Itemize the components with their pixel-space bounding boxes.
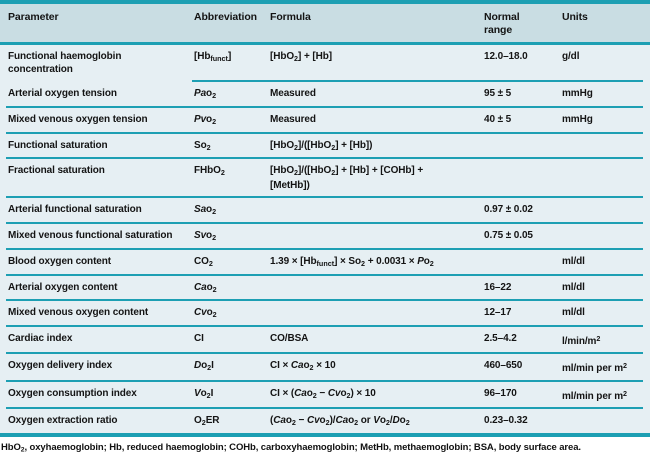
row-separator-rule — [6, 273, 643, 276]
units-cell: ml/dl — [562, 281, 585, 293]
row-separator-rule — [6, 379, 643, 382]
parameter-cell: Oxygen delivery index — [8, 360, 113, 372]
row-separator-rule — [6, 406, 643, 409]
parameter-cell: Arterial functional saturation — [8, 204, 142, 216]
row-separator-rule — [6, 247, 643, 250]
table-row: Oxygen extraction ratio O2ER (Cao2 − Cvo… — [0, 409, 650, 433]
normal-range-cell: 460–650 — [484, 360, 523, 372]
formula-cell: 1.39 × [Hbfunct] × So2 + 0.0031 × Po2 — [270, 255, 434, 268]
parameter-cell: Functional saturation — [8, 139, 108, 151]
normal-range-cell: 0.97 ± 0.02 — [484, 204, 533, 216]
abbreviation-cell: Pvo2 — [194, 113, 217, 126]
parameter-cell: Oxygen consumption index — [8, 387, 137, 399]
table-body: Functional haemoglobin concentration [Hb… — [0, 45, 650, 433]
normal-range-cell: 95 ± 5 — [484, 88, 512, 99]
table-row: Mixed venous functional saturation Svo2 … — [0, 224, 650, 248]
row-separator-rule — [6, 196, 643, 199]
parameter-cell: Mixed venous oxygen tension — [8, 113, 148, 125]
parameter-cell: Fractional saturation — [8, 165, 105, 177]
abbreviation-cell: Cao2 — [194, 281, 217, 294]
units-cell: mmHg — [562, 88, 593, 99]
table-row: Arterial functional saturation Sao2 0.97… — [0, 198, 650, 222]
parameter-cell: Arterial oxygen tension — [8, 88, 117, 99]
parameter-cell: Functional haemoglobin concentration — [8, 51, 122, 75]
table-row: Oxygen consumption index Vo2I CI × (Cao2… — [0, 382, 650, 407]
abbreviation-cell: Do2I — [194, 360, 214, 373]
normal-range-cell: 40 ± 5 — [484, 113, 512, 125]
normal-range-cell: 12.0–18.0 — [484, 51, 528, 62]
column-header-normal-range: Normal range — [484, 11, 520, 36]
abbreviation-cell: Vo2I — [194, 387, 214, 400]
formula-cell: CI × Cao2 × 10 — [270, 360, 336, 373]
normal-range-cell: 2.5–4.2 — [484, 333, 517, 345]
units-cell: mmHg — [562, 113, 593, 125]
row-separator-rule — [6, 157, 643, 160]
table-header-row: Parameter Abbreviation Formula Normal ra… — [0, 4, 650, 42]
abbreviation-cell: FHbO2 — [194, 165, 225, 178]
normal-range-cell: 0.23–0.32 — [484, 414, 528, 426]
column-header-units: Units — [562, 11, 588, 23]
normal-range-cell: 16–22 — [484, 281, 512, 293]
table-row: Mixed venous oxygen content Cvo2 12–17 m… — [0, 301, 650, 325]
table-row: Cardiac index CI CO/BSA 2.5–4.2 l/min/m2 — [0, 327, 650, 352]
abbreviation-cell: Sao2 — [194, 204, 217, 216]
table-row: Mixed venous oxygen tension Pvo2 Measure… — [0, 108, 650, 132]
formula-cell: Measured — [270, 88, 316, 99]
column-header-parameter: Parameter — [8, 11, 59, 23]
units-cell: ml/dl — [562, 307, 585, 319]
table-row: Functional haemoglobin concentration [Hb… — [0, 45, 650, 80]
row-separator-rule — [6, 131, 643, 134]
table-footnote: HbO2, oxyhaemoglobin; Hb, reduced haemog… — [0, 436, 650, 455]
normal-range-cell: 0.75 ± 0.05 — [484, 229, 533, 241]
abbreviation-cell: O2ER — [194, 414, 220, 427]
formula-cell: [HbO2]/([HbO2] + [Hb] + [COHb] + [MetHb]… — [270, 165, 424, 192]
formula-cell: CO/BSA — [270, 333, 309, 345]
formula-cell: Measured — [270, 113, 316, 125]
units-cell: ml/min per m2 — [562, 388, 628, 402]
row-separator-rule — [6, 325, 643, 328]
row-separator-rule — [6, 299, 643, 302]
normal-range-cell: 96–170 — [484, 387, 517, 399]
parameter-cell: Oxygen extraction ratio — [8, 414, 118, 426]
abbreviation-cell: CO2 — [194, 255, 213, 268]
normal-range-cell: 12–17 — [484, 307, 512, 319]
table-row: Fractional saturation FHbO2 [HbO2]/([HbO… — [0, 159, 650, 196]
table-top-border — [0, 0, 650, 4]
table-row: Functional saturation So2 [HbO2]/([HbO2]… — [0, 134, 650, 158]
abbreviation-cell: CI — [194, 333, 204, 345]
abbreviation-cell: So2 — [194, 139, 211, 152]
units-cell: g/dl — [562, 51, 580, 62]
row-separator-rule — [6, 352, 643, 355]
formula-cell: [HbO2]/([HbO2] + [Hb]) — [270, 139, 373, 152]
row-separator-rule — [6, 221, 643, 224]
units-cell: l/min/m2 — [562, 334, 601, 348]
row-separator-rule — [6, 105, 643, 108]
column-header-formula: Formula — [270, 11, 311, 23]
formula-cell: CI × (Cao2 − Cvo2) × 10 — [270, 387, 376, 400]
table-row: Blood oxygen content CO2 1.39 × [Hbfunct… — [0, 250, 650, 274]
parameter-cell: Cardiac index — [8, 333, 73, 345]
abbreviation-cell: [Hbfunct] — [194, 51, 232, 63]
formula-cell: (Cao2 − Cvo2)/Cao2 or Vo2/Do2 — [270, 414, 410, 427]
formula-cell: [HbO2] + [Hb] — [270, 51, 332, 63]
parameter-cell: Arterial oxygen content — [8, 281, 118, 293]
row-separator-rule — [192, 80, 643, 82]
units-cell: ml/dl — [562, 255, 585, 267]
header-rule — [0, 42, 650, 45]
abbreviation-cell: Svo2 — [194, 229, 217, 242]
abbreviation-cell: Cvo2 — [194, 307, 217, 320]
oxygen-parameters-table: Parameter Abbreviation Formula Normal ra… — [0, 0, 650, 437]
abbreviation-cell: Pao2 — [194, 88, 217, 100]
table-row: Arterial oxygen tension Pao2 Measured 95… — [0, 82, 650, 106]
table-row: Oxygen delivery index Do2I CI × Cao2 × 1… — [0, 354, 650, 379]
parameter-cell: Blood oxygen content — [8, 255, 112, 267]
units-cell: ml/min per m2 — [562, 361, 628, 375]
parameter-cell: Mixed venous functional saturation — [8, 229, 173, 241]
parameter-cell: Mixed venous oxygen content — [8, 307, 149, 319]
column-header-abbreviation: Abbreviation — [194, 11, 257, 23]
table-row: Arterial oxygen content Cao2 16–22 ml/dl — [0, 276, 650, 300]
